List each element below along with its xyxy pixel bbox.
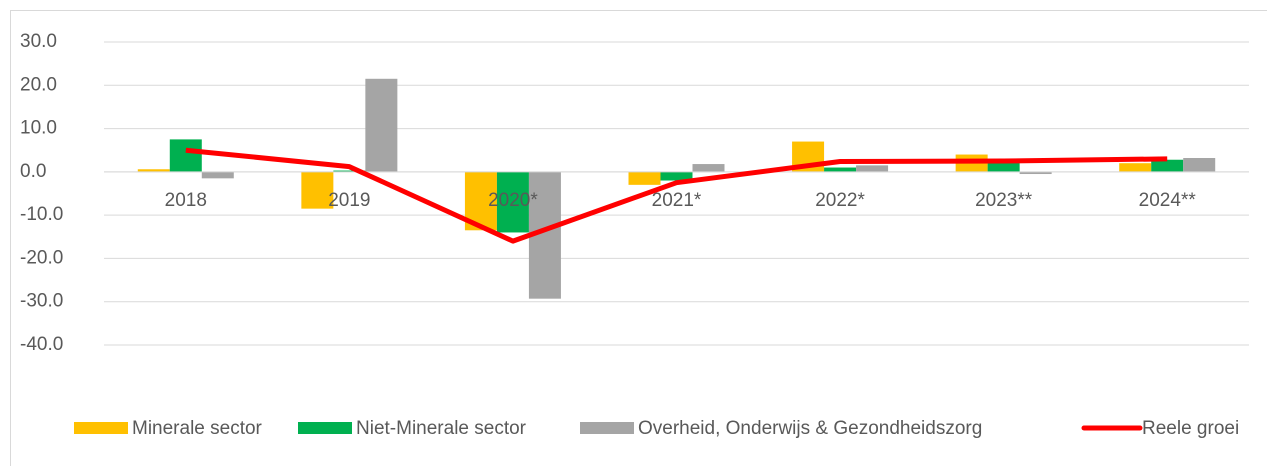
chart-border: [10, 10, 1267, 466]
y-tick-label: -10.0: [20, 204, 63, 225]
x-tick-label: 2022*: [815, 190, 865, 211]
bar: [137, 169, 170, 172]
x-tick-label: 2020*: [488, 190, 538, 211]
bar: [333, 170, 366, 172]
legend-label: Reele groei: [1142, 418, 1239, 439]
legend-label: Minerale sector: [132, 418, 263, 439]
x-tick-label: 2019: [328, 190, 370, 211]
y-tick-label: 10.0: [20, 118, 57, 139]
x-tick-label: 2024**: [1139, 190, 1197, 211]
bar: [201, 171, 234, 179]
bar: [1151, 159, 1184, 172]
bar: [856, 165, 889, 172]
bar: [1119, 163, 1152, 172]
bar: [301, 171, 334, 209]
bar: [1019, 171, 1052, 175]
x-tick-label: 2023**: [975, 190, 1033, 211]
legend-label: Overheid, Onderwijs & Gezondheidszorg: [638, 418, 982, 439]
y-tick-label: -20.0: [20, 247, 63, 268]
y-tick-label: -40.0: [20, 334, 63, 355]
legend-swatch: [298, 422, 352, 434]
line-series: [185, 147, 1168, 244]
x-tick-label: 2021*: [652, 190, 702, 211]
y-tick-label: 30.0: [20, 31, 57, 52]
y-tick-label: 0.0: [20, 161, 46, 182]
bar: [1183, 158, 1216, 172]
y-tick-label: 20.0: [20, 74, 57, 95]
bar: [496, 171, 529, 233]
bar: [824, 167, 857, 172]
bar: [660, 171, 693, 181]
bar: [987, 161, 1020, 172]
legend-label: Niet-Minerale sector: [356, 418, 527, 439]
bar: [365, 78, 398, 172]
y-tick-label: -30.0: [20, 291, 63, 312]
bar: [628, 171, 661, 185]
x-tick-label: 2018: [165, 190, 207, 211]
legend-swatch: [580, 422, 634, 434]
bar: [169, 139, 202, 172]
bar: [692, 164, 725, 172]
legend-swatch: [74, 422, 128, 434]
